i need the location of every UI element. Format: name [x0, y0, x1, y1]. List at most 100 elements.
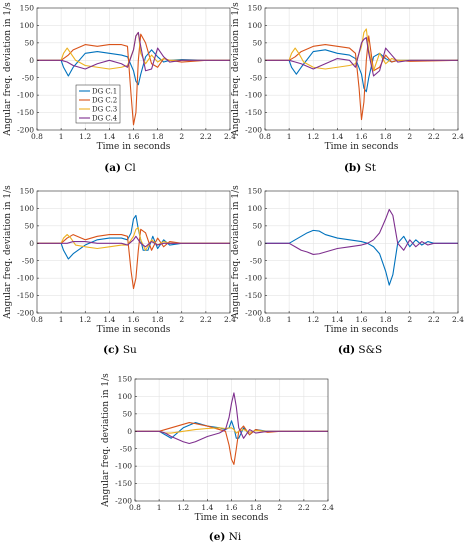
x-tick-label: 1.2	[79, 315, 91, 324]
panel-caption: (b) St	[344, 162, 377, 174]
x-tick-label: 1	[287, 315, 292, 324]
x-tick-label: 1.6	[356, 315, 368, 324]
series-line-dg-c-3	[135, 427, 328, 434]
x-tick-label: 2	[179, 315, 184, 324]
x-tick-label: 1	[59, 132, 64, 141]
caption-name: Cl	[121, 162, 136, 174]
y-tick-label: 150	[248, 187, 263, 196]
x-tick-label: 1.2	[177, 503, 189, 512]
panel-caption: (e) Ni	[209, 531, 242, 543]
x-tick-label: 1.8	[380, 132, 392, 141]
y-tick-label: 100	[248, 204, 263, 213]
x-axis-label: Time in seconds	[97, 325, 171, 335]
caption-name: St	[361, 162, 377, 174]
y-tick-label: -50	[250, 73, 262, 82]
y-tick-label: -150	[115, 479, 132, 488]
x-tick-label: 1.8	[152, 132, 164, 141]
legend-entry: DG C.2	[92, 97, 117, 105]
series-line-dg-c-4	[265, 37, 458, 77]
series-line-dg-c-1	[37, 49, 230, 86]
x-tick-label: 1.4	[331, 132, 343, 141]
y-tick-label: -200	[115, 497, 132, 506]
caption-name: Su	[120, 344, 138, 356]
chart-b: 0.8 1 1.2 1.4 1.6 1.8 2 2.2 2.4 -200 -150 -100 -50 0 5…	[231, 2, 464, 174]
chart-d: 0.8 1 1.2 1.4 1.6 1.8 2 2.2 2.4 -200 -150 -100 -50 0 5…	[231, 185, 464, 356]
y-tick-label: -200	[245, 126, 262, 135]
y-tick-label: -100	[17, 274, 34, 283]
x-tick-label: 2.4	[452, 132, 464, 141]
legend-entry: DG C.4	[92, 115, 118, 123]
y-tick-label: -200	[245, 309, 262, 318]
panel-caption: (a) Cl	[104, 162, 136, 174]
caption-letter: (e)	[209, 531, 226, 543]
x-tick-label: 0.8	[259, 315, 271, 324]
y-tick-label: 150	[20, 187, 35, 196]
y-tick-label: -100	[245, 274, 262, 283]
y-tick-label: 150	[20, 4, 35, 13]
y-tick-label: 50	[122, 409, 132, 418]
x-tick-label: 1.8	[250, 503, 262, 512]
x-tick-label: 2.4	[322, 503, 334, 512]
y-tick-label: -100	[245, 91, 262, 100]
caption-name: Ni	[225, 531, 242, 543]
caption-letter: (a)	[104, 162, 121, 174]
x-tick-label: 1.8	[380, 315, 392, 324]
y-tick-label: 0	[257, 239, 262, 248]
x-tick-label: 0.8	[259, 132, 271, 141]
panel-caption: (c) Su	[103, 344, 137, 356]
y-axis-label: Angular freq. deviation in 1/s	[231, 2, 241, 137]
y-tick-label: -150	[245, 291, 262, 300]
series-line-dg-c-4	[135, 392, 328, 445]
y-tick-label: 150	[118, 375, 133, 384]
x-tick-label: 0.8	[129, 503, 141, 512]
y-tick-label: 0	[29, 56, 34, 65]
x-axis-label: Time in seconds	[97, 142, 171, 152]
x-tick-label: 2	[407, 132, 412, 141]
caption-letter: (c)	[103, 344, 119, 356]
y-tick-label: -200	[17, 126, 34, 135]
y-tick-label: 100	[20, 21, 35, 30]
y-axis-label: Angular freq. deviation in 1/s	[3, 185, 13, 320]
x-tick-label: 2.2	[428, 315, 440, 324]
x-tick-label: 1.6	[356, 132, 368, 141]
y-tick-label: 50	[252, 221, 262, 230]
x-tick-label: 2	[277, 503, 282, 512]
y-tick-label: 0	[29, 239, 34, 248]
x-tick-label: 2.2	[428, 132, 440, 141]
panel-caption: (d) S&S	[338, 344, 382, 356]
series-line-dg-c-4	[265, 208, 458, 255]
y-tick-label: 100	[20, 204, 35, 213]
x-tick-label: 1.6	[128, 132, 140, 141]
y-tick-label: 50	[24, 38, 34, 47]
series-line-dg-c-3	[37, 227, 230, 251]
x-tick-label: 1.2	[307, 315, 319, 324]
chart-e: 0.8 1 1.2 1.4 1.6 1.8 2 2.2 2.4 -200 -150 -100 -50 0 5…	[101, 373, 334, 543]
x-tick-label: 1.4	[201, 503, 213, 512]
x-tick-label: 2.2	[200, 315, 212, 324]
y-tick-label: 100	[248, 21, 263, 30]
x-tick-label: 2	[179, 132, 184, 141]
x-tick-label: 2	[407, 315, 412, 324]
y-tick-label: 0	[257, 56, 262, 65]
y-tick-label: -50	[22, 256, 34, 265]
caption-letter: (d)	[338, 344, 355, 356]
y-tick-label: -50	[250, 256, 262, 265]
caption-name: S&S	[355, 344, 382, 356]
y-tick-label: 100	[118, 392, 133, 401]
y-axis-label: Angular freq. deviation in 1/s	[3, 2, 13, 137]
x-tick-label: 1	[59, 315, 64, 324]
legend-entry: DG C.1	[92, 88, 117, 96]
chart-a: 0.8 1 1.2 1.4 1.6 1.8 2 2.2 2.4 -200 -150 -100 -50 0 5…	[3, 2, 236, 174]
x-tick-label: 1.6	[128, 315, 140, 324]
series-line-dg-c-4	[37, 31, 230, 72]
x-tick-label: 2.4	[224, 132, 236, 141]
x-tick-label: 2.2	[298, 503, 310, 512]
y-tick-label: 150	[248, 4, 263, 13]
y-axis-label: Angular freq. deviation in 1/s	[231, 185, 241, 320]
chart-c: 0.8 1 1.2 1.4 1.6 1.8 2 2.2 2.4 -200 -150 -100 -50 0 5…	[3, 185, 236, 356]
legend-entry: DG C.3	[92, 106, 117, 114]
legend: DG C.1DG C.2DG C.3DG C.4	[75, 84, 121, 124]
x-tick-label: 0.8	[31, 315, 43, 324]
y-tick-label: -100	[115, 462, 132, 471]
